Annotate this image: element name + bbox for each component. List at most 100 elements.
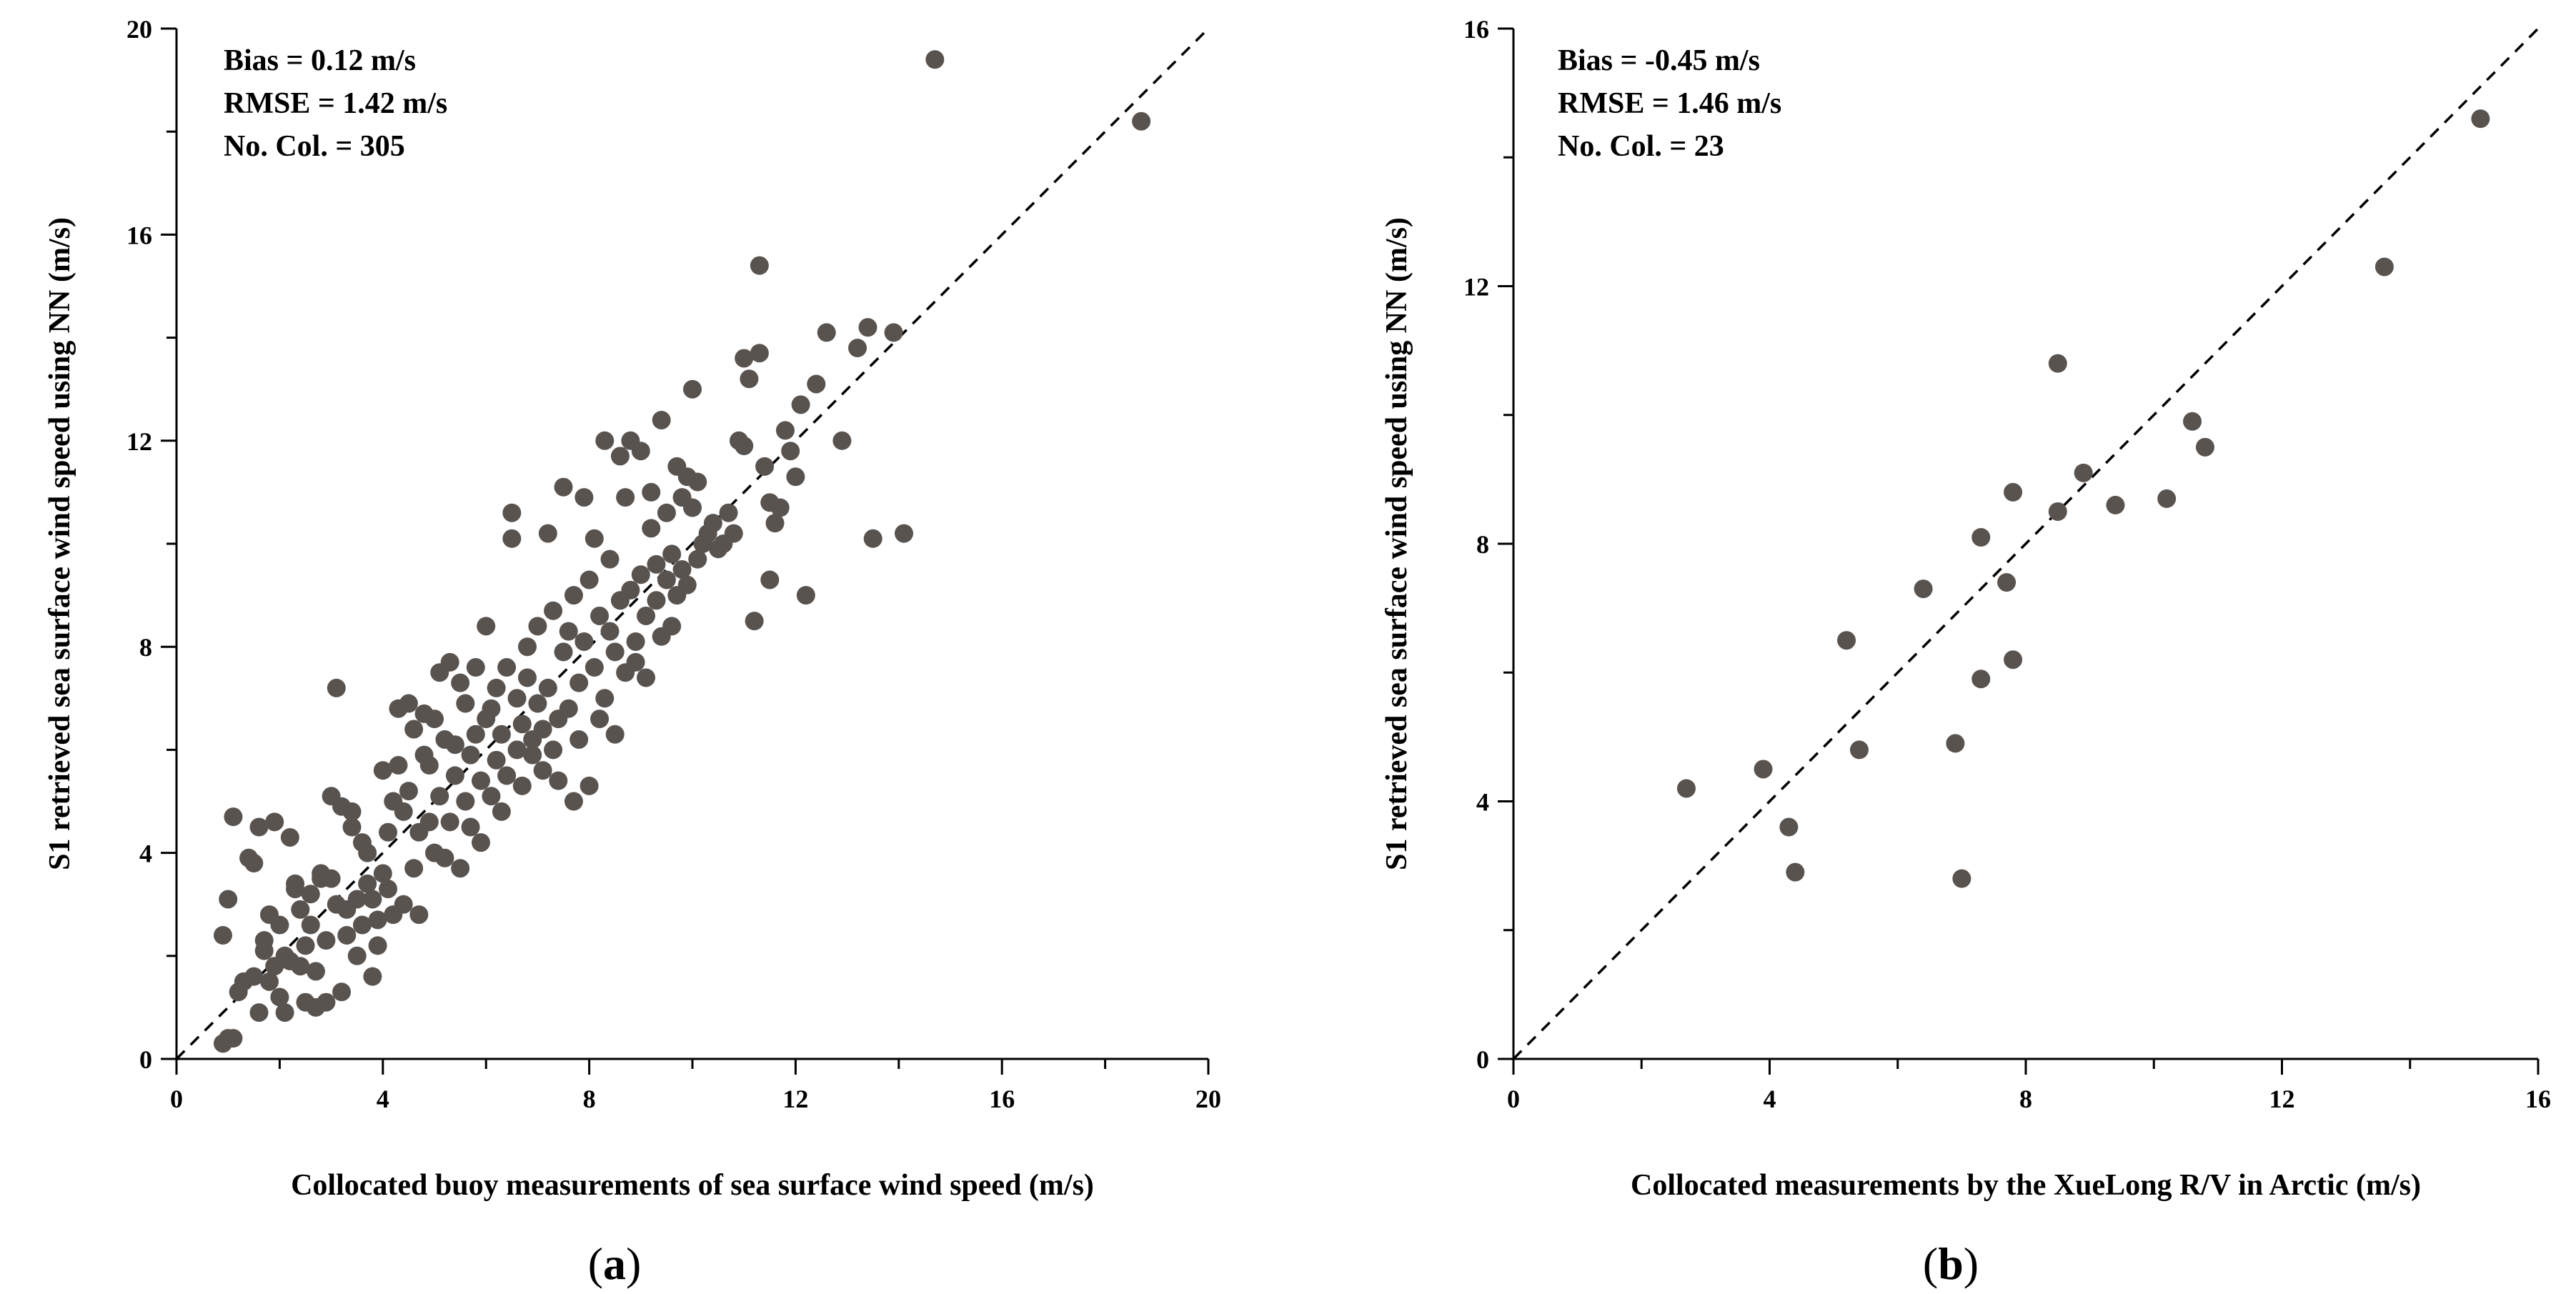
- stat-annotation: No. Col. = 23: [1558, 130, 1724, 163]
- stat-annotation: RMSE = 1.42 m/s: [224, 87, 447, 120]
- panel-letter: a: [603, 1238, 626, 1289]
- data-point: [445, 735, 464, 755]
- data-point: [409, 905, 429, 925]
- data-point: [244, 967, 264, 986]
- data-point: [575, 488, 594, 507]
- y-tick-label: 0: [139, 1045, 152, 1074]
- data-point: [2048, 354, 2067, 373]
- x-tick-label: 0: [1507, 1085, 1520, 1113]
- data-point: [497, 766, 517, 785]
- data-point: [363, 967, 382, 986]
- data-point: [585, 529, 604, 548]
- data-point: [1971, 527, 1991, 547]
- data-point: [492, 802, 511, 821]
- y-tick-label: 20: [126, 15, 152, 44]
- data-point: [688, 549, 707, 569]
- data-point: [688, 472, 707, 492]
- data-point: [363, 890, 382, 909]
- data-point: [456, 792, 475, 811]
- data-point: [517, 668, 537, 687]
- data-point: [657, 503, 676, 522]
- data-point: [419, 812, 439, 832]
- data-point: [703, 514, 722, 533]
- data-point: [781, 442, 800, 461]
- data-point: [1837, 631, 1856, 650]
- data-point: [595, 431, 615, 450]
- data-point: [647, 554, 666, 574]
- data-point: [740, 369, 759, 389]
- data-point: [858, 318, 877, 337]
- data-point: [637, 606, 656, 625]
- data-point: [544, 740, 563, 760]
- data-point: [456, 694, 475, 713]
- data-point: [616, 488, 635, 507]
- data-point: [580, 570, 599, 589]
- x-tick-label: 0: [170, 1085, 183, 1113]
- data-point: [322, 869, 341, 888]
- data-point: [657, 570, 676, 589]
- data-point: [775, 421, 795, 440]
- y-tick-label: 0: [1476, 1045, 1489, 1074]
- data-point: [327, 678, 346, 697]
- data-point: [2004, 482, 2023, 502]
- panel-a-scatter-plot: 0 4 8 12 16 20 0 4 8 12 16 20 Bias = 0.12 m/s RMSE = …: [44, 15, 1221, 1289]
- data-point: [2374, 257, 2394, 277]
- data-point: [533, 720, 552, 739]
- panel-label: (b): [1923, 1238, 1979, 1289]
- data-point: [600, 622, 620, 641]
- data-point: [533, 761, 552, 780]
- data-point: [2048, 502, 2067, 521]
- data-point: [2157, 489, 2177, 508]
- panel-letter: b: [1938, 1238, 1964, 1289]
- data-point: [445, 766, 464, 785]
- y-axis-label: S1 retrieved sea surface wind speed usin…: [44, 217, 76, 870]
- data-point: [286, 874, 305, 893]
- y-tick-label: 12: [126, 427, 152, 456]
- y-tick-label: 16: [1463, 15, 1489, 44]
- data-point: [425, 710, 444, 729]
- data-point: [482, 699, 501, 718]
- data-point: [580, 776, 599, 795]
- data-point: [301, 915, 320, 935]
- data-point: [575, 632, 594, 651]
- data-point: [352, 915, 372, 935]
- data-point: [786, 467, 805, 487]
- data-point: [2183, 412, 2202, 431]
- data-point: [2195, 437, 2214, 457]
- data-point: [626, 632, 645, 651]
- data-point: [554, 477, 573, 497]
- data-point: [507, 689, 527, 708]
- x-tick-label: 8: [583, 1085, 596, 1113]
- panel-label: (a): [588, 1238, 642, 1289]
- data-point: [647, 591, 666, 610]
- data-point: [213, 925, 232, 945]
- data-point: [554, 642, 573, 662]
- data-point: [296, 936, 315, 955]
- data-point: [549, 771, 568, 790]
- data-point: [482, 787, 501, 806]
- data-point: [750, 344, 769, 363]
- data-point: [662, 617, 682, 636]
- data-point: [1779, 817, 1799, 837]
- data-point: [404, 720, 424, 739]
- data-point: [2471, 109, 2490, 129]
- data-point: [770, 498, 790, 517]
- data-point: [265, 812, 284, 832]
- data-point: [559, 699, 578, 718]
- data-point: [254, 931, 274, 950]
- data-point: [724, 524, 743, 543]
- y-tick-label: 12: [1463, 273, 1489, 302]
- data-point: [430, 787, 449, 806]
- data-point: [249, 1003, 269, 1022]
- data-point: [461, 817, 480, 837]
- data-point: [631, 442, 650, 461]
- data-point: [337, 925, 357, 945]
- data-point: [528, 694, 547, 713]
- data-point: [2106, 495, 2125, 514]
- data-point: [683, 498, 702, 517]
- data-point: [895, 524, 914, 543]
- data-point: [270, 915, 289, 935]
- data-point: [342, 817, 362, 837]
- data-point: [517, 637, 537, 657]
